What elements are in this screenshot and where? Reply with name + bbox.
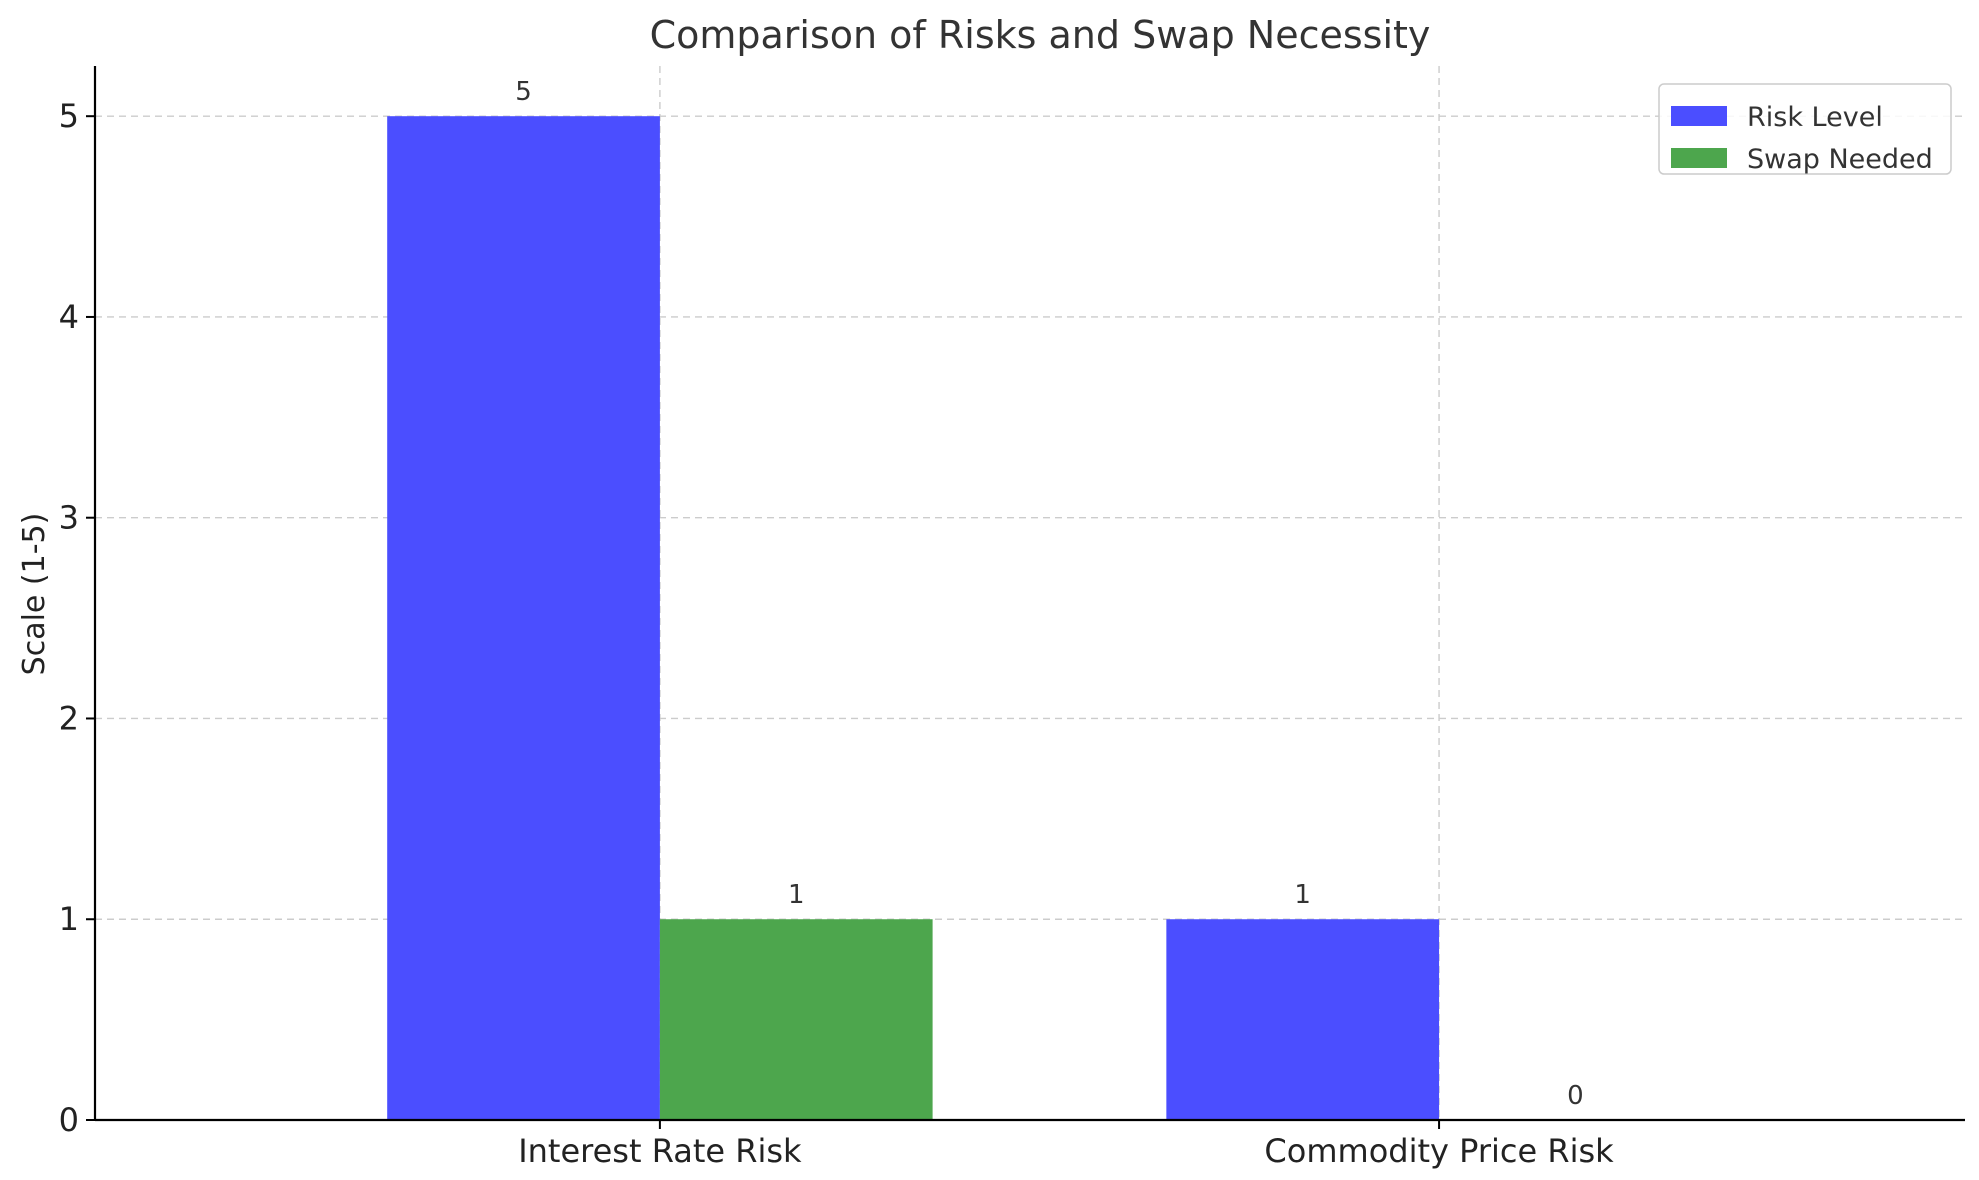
data-labels-layer: 5 1 1 0 (515, 77, 1583, 1111)
chart-title: Comparison of Risks and Swap Necessity (650, 13, 1431, 57)
y-tick-label: 0 (59, 1101, 79, 1139)
legend-swatch (1671, 106, 1727, 126)
grid-layer (95, 66, 1965, 1120)
data-label: 1 (1294, 880, 1311, 910)
x-tick-label: Interest Rate Risk (518, 1132, 802, 1170)
y-axis-label: Scale (1-5) (17, 513, 52, 676)
legend-label: Swap Needed (1747, 144, 1933, 175)
bar-swap-needed-interest-rate-risk (659, 919, 933, 1120)
y-tick-label: 4 (59, 298, 79, 336)
ticks-layer: 0 1 2 3 4 5 Interest Rate Risk Commodity Price … (59, 97, 1615, 1170)
data-label: 5 (515, 77, 532, 107)
data-label: 1 (788, 880, 805, 910)
bar-risk-level-commodity-price-risk (1166, 919, 1440, 1120)
legend-frame (1658, 83, 1952, 175)
y-tick-label: 3 (59, 499, 79, 537)
axes-layer (93, 66, 1965, 1122)
legend-label: Risk Level (1747, 102, 1883, 133)
y-tick-label: 5 (59, 97, 79, 135)
x-tick-label: Commodity Price Risk (1264, 1132, 1614, 1170)
bar-risk-level-interest-rate-risk (387, 116, 660, 1120)
bars-layer (387, 116, 1440, 1120)
data-label: 0 (1567, 1081, 1584, 1111)
legend-swatch (1671, 148, 1727, 168)
y-tick-label: 1 (59, 900, 79, 938)
legend: Risk Level Swap Needed (1658, 83, 1952, 175)
y-tick-label: 2 (59, 699, 79, 737)
